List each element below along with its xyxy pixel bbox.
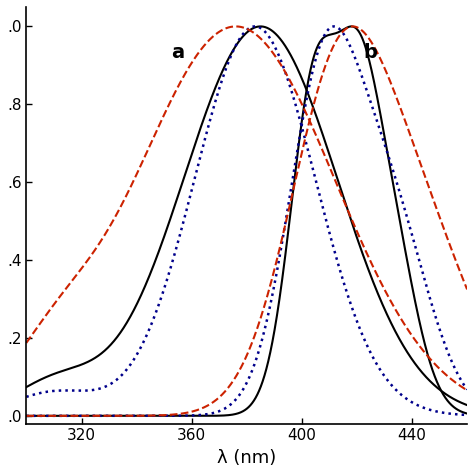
- Text: b: b: [364, 43, 378, 62]
- X-axis label: λ (nm): λ (nm): [217, 449, 276, 467]
- Text: a: a: [171, 43, 184, 62]
